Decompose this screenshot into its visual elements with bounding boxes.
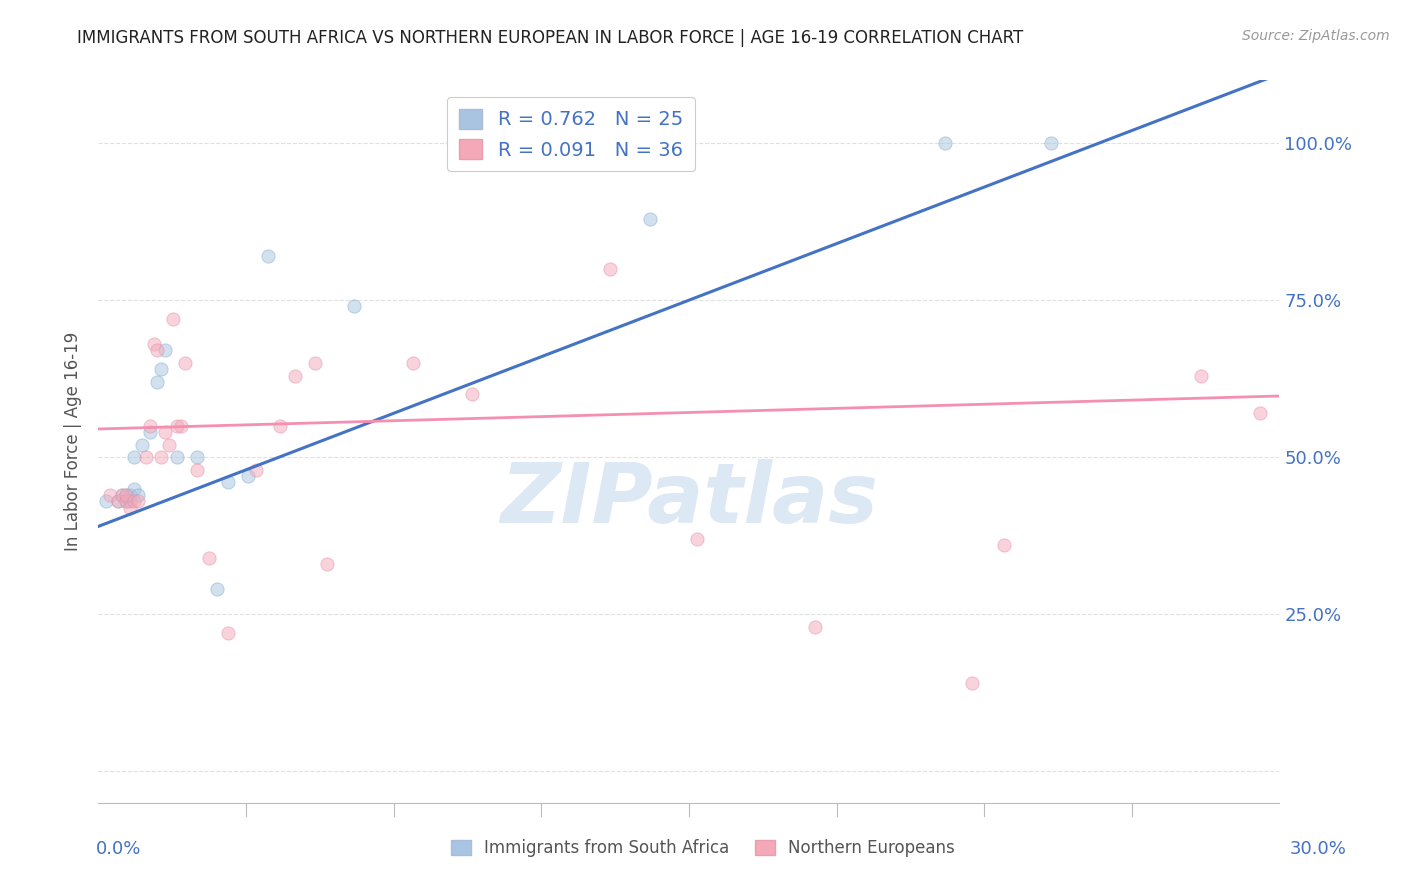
Point	[186, 450, 208, 465]
Point	[118, 488, 141, 502]
Point	[107, 494, 129, 508]
Point	[155, 343, 177, 358]
Point	[343, 300, 366, 314]
Text: ZIPatlas: ZIPatlas	[501, 458, 877, 540]
Point	[461, 387, 484, 401]
Point	[98, 488, 121, 502]
Point	[122, 482, 145, 496]
Point	[138, 425, 160, 439]
Point	[150, 362, 173, 376]
Point	[217, 626, 239, 640]
Point	[115, 494, 138, 508]
Point	[127, 488, 149, 502]
Legend: R = 0.762   N = 25, R = 0.091   N = 36: R = 0.762 N = 25, R = 0.091 N = 36	[447, 97, 695, 171]
Point	[96, 494, 118, 508]
Point	[245, 463, 267, 477]
Text: 0.0%: 0.0%	[96, 840, 141, 858]
Point	[118, 494, 141, 508]
Point	[402, 356, 425, 370]
Point	[1040, 136, 1063, 150]
Point	[115, 494, 138, 508]
Text: IMMIGRANTS FROM SOUTH AFRICA VS NORTHERN EUROPEAN IN LABOR FORCE | AGE 16-19 COR: IMMIGRANTS FROM SOUTH AFRICA VS NORTHERN…	[77, 29, 1024, 46]
Point	[315, 557, 337, 571]
Point	[599, 261, 621, 276]
Point	[934, 136, 956, 150]
Point	[269, 418, 291, 433]
Point	[236, 469, 259, 483]
Point	[146, 375, 169, 389]
Point	[304, 356, 326, 370]
Point	[993, 538, 1015, 552]
Point	[804, 620, 827, 634]
Point	[638, 211, 661, 226]
Point	[256, 249, 278, 263]
Point	[118, 500, 141, 515]
Point	[686, 532, 709, 546]
Point	[166, 450, 188, 465]
Point	[186, 463, 208, 477]
Point	[170, 418, 193, 433]
Point	[157, 438, 180, 452]
Point	[205, 582, 228, 597]
Point	[122, 494, 145, 508]
Point	[135, 450, 157, 465]
Point	[115, 488, 138, 502]
Point	[111, 488, 134, 502]
Point	[146, 343, 169, 358]
Point	[107, 494, 129, 508]
Point	[166, 418, 188, 433]
Point	[115, 488, 138, 502]
Text: Source: ZipAtlas.com: Source: ZipAtlas.com	[1241, 29, 1389, 43]
Point	[127, 494, 149, 508]
Point	[138, 418, 160, 433]
Point	[217, 475, 239, 490]
Point	[284, 368, 307, 383]
Point	[122, 450, 145, 465]
Y-axis label: In Labor Force | Age 16-19: In Labor Force | Age 16-19	[65, 332, 83, 551]
Point	[174, 356, 197, 370]
Point	[1249, 406, 1271, 420]
Point	[155, 425, 177, 439]
Legend: Immigrants from South Africa, Northern Europeans: Immigrants from South Africa, Northern E…	[444, 833, 962, 864]
Point	[1189, 368, 1212, 383]
Point	[131, 438, 153, 452]
Point	[111, 488, 134, 502]
Point	[142, 337, 165, 351]
Point	[150, 450, 173, 465]
Point	[197, 550, 219, 565]
Text: 30.0%: 30.0%	[1291, 840, 1347, 858]
Point	[962, 676, 984, 690]
Point	[162, 312, 184, 326]
